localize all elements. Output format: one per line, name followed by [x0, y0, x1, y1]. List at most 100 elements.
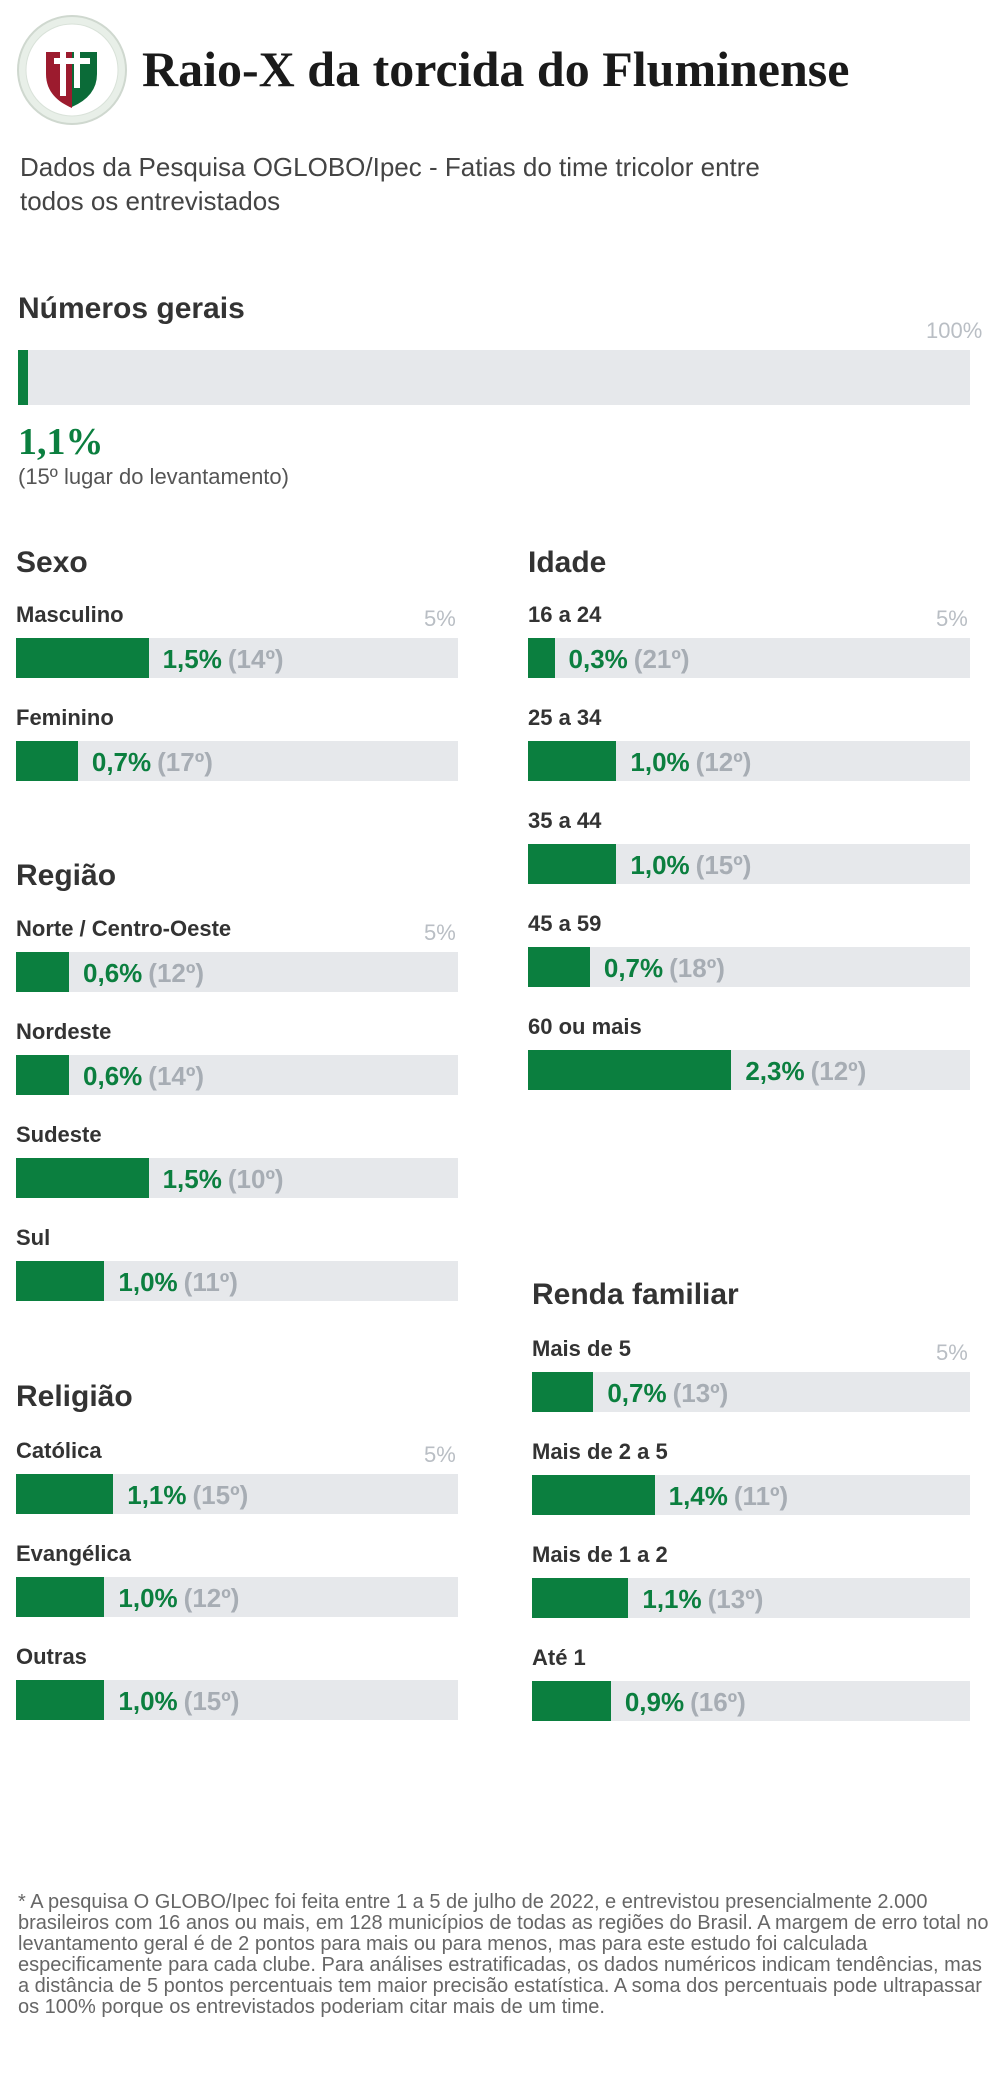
renda-familiar-scale-label: 5%: [936, 1340, 968, 1365]
sexo-scale-label: 5%: [424, 606, 456, 631]
idade-bar-track: [528, 1050, 970, 1090]
regiao-item-label: Norte / Centro-Oeste: [16, 916, 232, 941]
idade-item-label: 35 a 44: [528, 808, 602, 833]
sexo-bar-fill: [16, 638, 149, 678]
idade-rank-text: (18º): [669, 953, 725, 983]
idade-bar-track: [528, 741, 970, 781]
regiao-bar-value: 1,5% (10º): [163, 1164, 284, 1195]
renda-familiar-item-label: Mais de 5: [532, 1336, 632, 1361]
overall-bar-fill: [18, 350, 29, 405]
idade-item-label: 60 ou mais: [528, 1014, 642, 1039]
idade-value-text: 0,3%: [568, 644, 628, 674]
regiao-rank-text: (12º): [148, 958, 205, 988]
religiao-value-text: 1,1%: [127, 1480, 187, 1510]
renda-familiar-bar-fill: [532, 1475, 655, 1515]
idade-bar-value: 1,0% (15º): [630, 850, 751, 881]
idade-rank-text: (15º): [695, 850, 752, 880]
header: Raio-X da torcida do Fluminense: [16, 14, 996, 126]
footnote: * A pesquisa O GLOBO/Ipec foi feita entr…: [18, 1891, 989, 2018]
renda-familiar-bar-track: [532, 1475, 970, 1515]
renda-familiar-rank-text: (13º): [672, 1378, 729, 1408]
idade-rank-text: (12º): [810, 1056, 867, 1086]
religiao-bar-value: 1,0% (15º): [118, 1686, 239, 1717]
religiao-title: Religião: [16, 1380, 133, 1413]
renda-familiar-rank-text: (16º): [690, 1687, 746, 1717]
idade-bar-fill: [528, 947, 590, 987]
religiao-bar-value: 1,1% (15º): [127, 1480, 248, 1511]
regiao-bar-track: [16, 952, 458, 992]
religiao-item-label: Evangélica: [16, 1541, 131, 1566]
regiao-item-label: Sudeste: [16, 1122, 102, 1147]
renda-familiar-item-label: Até 1: [532, 1645, 586, 1670]
overall-bar-track: [18, 350, 970, 405]
regiao-item-label: Sul: [16, 1225, 51, 1250]
renda-familiar-value-text: 1,4%: [668, 1481, 728, 1511]
renda-familiar-item-label: Mais de 2 a 5: [532, 1439, 668, 1464]
regiao-value-text: 0,6%: [83, 1061, 143, 1091]
overall-scale-label: 100%: [926, 318, 983, 343]
religiao-rank-text: (15º): [183, 1686, 240, 1716]
overall-note: (15º lugar do levantamento): [18, 464, 289, 489]
religiao-bar-fill: [16, 1474, 114, 1514]
idade-title: Idade: [528, 546, 607, 579]
regiao-rank-text: (11º): [183, 1267, 238, 1297]
regiao-bar-fill: [16, 1261, 105, 1301]
page-subtitle: Dados da Pesquisa OGLOBO/Ipec - Fatias d…: [20, 152, 760, 216]
regiao-scale-label: 5%: [424, 920, 456, 945]
regiao-value-text: 1,5%: [162, 1164, 222, 1194]
regiao-rank-text: (10º): [227, 1164, 284, 1194]
sexo-item-label: Masculino: [16, 602, 124, 627]
overall-title: Números gerais: [18, 292, 245, 325]
regiao-bar-value: 0,6% (12º): [83, 958, 204, 989]
idade-scale-label: 5%: [936, 606, 968, 631]
idade-bar-fill: [528, 1050, 732, 1090]
idade-bar-track: [528, 947, 970, 987]
idade-bar-track: [528, 844, 970, 884]
renda-familiar-bar-track: [532, 1681, 970, 1721]
religiao-bar-fill: [16, 1577, 105, 1617]
sexo-bar-track: [16, 638, 458, 678]
religiao-value-text: 1,0%: [118, 1686, 178, 1716]
renda-familiar-bar-fill: [532, 1578, 629, 1618]
idade-value-text: 2,3%: [745, 1056, 805, 1086]
religiao-bar-fill: [16, 1680, 105, 1720]
idade-bar-track: [528, 638, 970, 678]
idade-bar-value: 0,7% (18º): [604, 953, 725, 984]
renda-familiar-bar-value: 1,4% (11º): [669, 1481, 789, 1512]
regiao-bar-fill: [16, 1055, 70, 1095]
sexo-bar-fill: [16, 741, 78, 781]
regiao-bar-value: 1,0% (11º): [118, 1267, 238, 1298]
renda-familiar-bar-value: 1,1% (13º): [642, 1584, 763, 1615]
religiao-bar-track: [16, 1680, 458, 1720]
sexo-value-text: 1,5%: [162, 644, 222, 674]
idade-bar-value: 2,3% (12º): [745, 1056, 866, 1087]
renda-familiar-item-label: Mais de 1 a 2: [532, 1542, 668, 1567]
idade-item-label: 45 a 59: [528, 911, 602, 936]
renda-familiar-bar-track: [532, 1372, 970, 1412]
regiao-bar-fill: [16, 952, 70, 992]
regiao-value-text: 1,0%: [118, 1267, 178, 1297]
regiao-bar-fill: [16, 1158, 149, 1198]
idade-value-text: 1,0%: [630, 850, 690, 880]
regiao-bar-track: [16, 1158, 458, 1198]
religiao-rank-text: (15º): [192, 1480, 249, 1510]
regiao-title: Região: [16, 859, 117, 892]
idade-bar-value: 0,3% (21º): [569, 644, 690, 675]
renda-familiar-rank-text: (11º): [733, 1481, 789, 1511]
renda-familiar-value-text: 0,9%: [624, 1687, 685, 1717]
idade-rank-text: (12º): [695, 747, 752, 777]
renda-familiar-bar-fill: [532, 1372, 594, 1412]
renda-familiar-bar-fill: [532, 1681, 611, 1721]
idade-bar-fill: [528, 638, 555, 678]
sexo-rank-text: (14º): [227, 644, 284, 674]
sexo-item-label: Feminino: [16, 705, 114, 730]
renda-familiar-value-text: 1,1%: [642, 1584, 702, 1614]
sexo-bar-track: [16, 741, 458, 781]
sexo-title: Sexo: [16, 546, 88, 579]
regiao-bar-value: 0,6% (14º): [83, 1061, 204, 1092]
fluminense-crest-icon: [17, 15, 127, 125]
religiao-item-label: Outras: [16, 1644, 87, 1669]
religiao-bar-track: [16, 1577, 458, 1617]
renda-familiar-rank-text: (13º): [707, 1584, 764, 1614]
regiao-bar-track: [16, 1261, 458, 1301]
